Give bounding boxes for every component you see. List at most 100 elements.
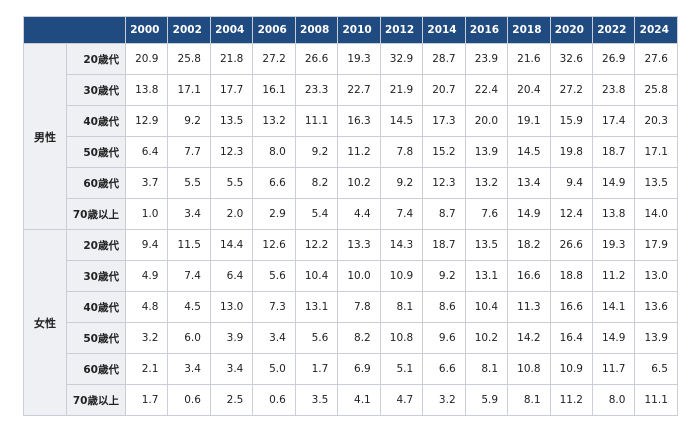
value-cell: 4.7 [379,384,424,416]
year-header: 2000 [124,16,169,44]
value-cell: 16.3 [337,105,381,137]
value-cell: 13.4 [507,167,551,199]
value-cell: 3.2 [422,384,466,416]
value-cell: 12.4 [549,198,593,230]
value-cell: 20.9 [124,43,169,75]
value-cell: 8.7 [422,198,466,230]
value-cell: 25.8 [634,74,678,106]
table-row: 男性 20歳代 20.9 25.8 21.8 27.2 26.6 19.3 32.9 28.7 23… [23,43,678,230]
value-cell: 3.4 [167,198,211,230]
value-cell: 4.8 [124,291,169,323]
value-cell: 20.3 [634,105,678,137]
value-cell: 12.3 [422,167,466,199]
value-cell: 7.8 [379,136,424,168]
value-cell: 8.1 [464,353,509,385]
value-cell: 32.9 [379,43,424,75]
value-cell: 3.5 [294,384,339,416]
value-cell: 6.0 [167,322,211,354]
year-header: 2010 [337,16,381,44]
value-cell: 14.9 [591,322,636,354]
data-table: 2000 2002 2004 2006 2008 2010 2012 2014 2016 2018… [23,16,678,416]
value-cell: 13.9 [464,136,509,168]
value-cell: 13.1 [294,291,339,323]
value-cell: 14.5 [507,136,551,168]
value-cell: 13.1 [464,260,509,292]
value-cell: 13.2 [252,105,296,137]
table-row: 女性 20歳代 9.4 11.5 14.4 12.6 12.2 13.3 14.3 18.7 13.… [23,229,678,416]
year-header: 2002 [167,16,211,44]
value-cell: 5.5 [209,167,254,199]
value-cell: 1.7 [124,384,169,416]
year-header: 2008 [294,16,339,44]
value-cell: 10.0 [337,260,381,292]
value-cell: 0.6 [252,384,296,416]
value-cell: 6.6 [252,167,296,199]
value-cell: 12.6 [252,229,296,261]
value-cell: 2.1 [124,353,169,385]
value-cell: 7.7 [167,136,211,168]
value-cell: 4.5 [167,291,211,323]
table-row: 30歳代 4.9 7.4 6.4 5.6 10.4 10.0 10.9 9.2 13.1 16.6 1… [24,260,678,292]
value-cell: 20.0 [464,105,509,137]
value-cell: 9.6 [422,322,466,354]
value-cell: 28.7 [422,43,466,75]
age-label: 70歳以上 [66,384,126,416]
table-row: 60歳代 3.7 5.5 5.5 6.6 8.2 10.2 9.2 12.3 13.2 13.4 9.… [24,167,678,199]
value-cell: 3.4 [167,353,211,385]
value-cell: 8.0 [591,384,636,416]
value-cell: 14.4 [209,229,254,261]
header-row: 2000 2002 2004 2006 2008 2010 2012 2014 2016 2018… [23,16,678,44]
value-cell: 22.4 [464,74,509,106]
value-cell: 13.8 [124,74,169,106]
value-cell: 7.6 [464,198,509,230]
age-label: 40歳代 [66,291,126,323]
value-cell: 2.0 [209,198,254,230]
value-cell: 17.7 [209,74,254,106]
value-cell: 14.9 [591,167,636,199]
value-cell: 6.4 [124,136,169,168]
value-cell: 17.1 [634,136,678,168]
value-cell: 10.8 [507,353,551,385]
value-cell: 8.6 [422,291,466,323]
value-cell: 12.9 [124,105,169,137]
value-cell: 18.8 [549,260,593,292]
value-cell: 5.1 [379,353,424,385]
value-cell: 19.8 [549,136,593,168]
value-cell: 16.4 [549,322,593,354]
value-cell: 3.2 [124,322,169,354]
value-cell: 17.4 [591,105,636,137]
age-label: 20歳代 [66,43,126,75]
value-cell: 23.9 [464,43,509,75]
table-row: 30歳代 13.8 17.1 17.7 16.1 23.3 22.7 21.9 20.7 22.4… [24,74,678,106]
value-cell: 14.3 [379,229,424,261]
value-cell: 14.1 [591,291,636,323]
value-cell: 4.4 [337,198,381,230]
value-cell: 11.5 [167,229,211,261]
table-row: 40歳代 4.8 4.5 13.0 7.3 13.1 7.8 8.1 8.6 10.4 11.3 16… [24,291,678,323]
value-cell: 5.9 [464,384,509,416]
value-cell: 27.2 [252,43,296,75]
value-cell: 0.6 [167,384,211,416]
value-cell: 26.6 [549,229,593,261]
value-cell: 21.6 [507,43,551,75]
header-corner [23,16,126,44]
value-cell: 3.7 [124,167,169,199]
value-cell: 4.1 [337,384,381,416]
value-cell: 13.5 [634,167,678,199]
value-cell: 21.9 [379,74,424,106]
value-cell: 10.4 [294,260,339,292]
value-cell: 12.2 [294,229,339,261]
value-cell: 32.6 [549,43,593,75]
value-cell: 3.9 [209,322,254,354]
value-cell: 5.4 [294,198,339,230]
year-header: 2016 [464,16,509,44]
value-cell: 5.0 [252,353,296,385]
value-cell: 6.5 [634,353,678,385]
value-cell: 7.3 [252,291,296,323]
value-cell: 11.3 [507,291,551,323]
age-label: 40歳代 [66,105,126,137]
value-cell: 15.9 [549,105,593,137]
value-cell: 14.0 [634,198,678,230]
table-body: 男性 20歳代 20.9 25.8 21.8 27.2 26.6 19.3 32.9 28.7 23… [23,43,678,416]
value-cell: 6.6 [422,353,466,385]
